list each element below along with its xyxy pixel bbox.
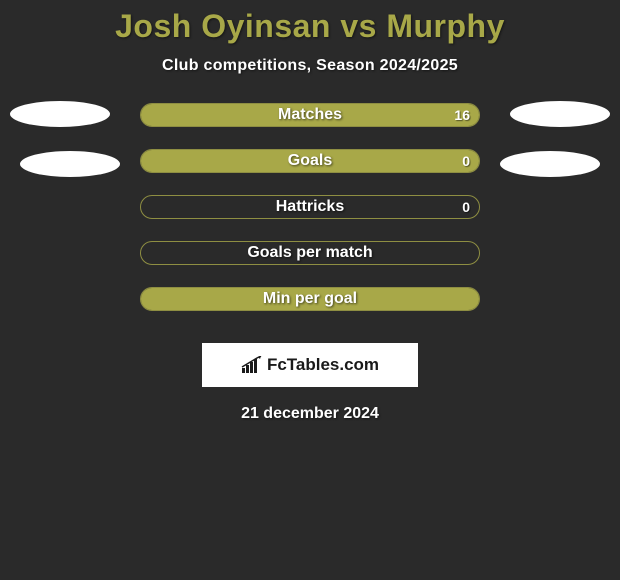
bar-fill-right — [141, 104, 479, 126]
stat-row: 0 Hattricks — [0, 195, 620, 241]
bar-track — [140, 195, 480, 219]
bar-track — [140, 103, 480, 127]
bar-chart-icon — [241, 356, 263, 374]
comparison-infographic: Josh Oyinsan vs Murphy Club competitions… — [0, 0, 620, 580]
value-right: 16 — [454, 103, 480, 127]
value-right: 0 — [462, 149, 480, 173]
value-left — [140, 241, 150, 265]
stat-row: Goals per match — [0, 241, 620, 287]
logo-text: FcTables.com — [267, 355, 379, 375]
stats-area: 16 Matches 0 Goals 0 Hattricks — [0, 103, 620, 333]
value-left — [140, 149, 150, 173]
stat-row: Min per goal — [0, 287, 620, 333]
stat-row: 16 Matches — [0, 103, 620, 149]
value-right: 0 — [462, 195, 480, 219]
bar-track — [140, 241, 480, 265]
value-left — [140, 195, 150, 219]
value-left — [140, 287, 150, 311]
stat-row: 0 Goals — [0, 149, 620, 195]
subtitle: Club competitions, Season 2024/2025 — [0, 57, 620, 75]
page-title: Josh Oyinsan vs Murphy — [0, 8, 620, 45]
value-right — [470, 241, 480, 265]
bar-fill-right — [141, 150, 479, 172]
date-text: 21 december 2024 — [0, 405, 620, 423]
bar-track — [140, 149, 480, 173]
bar-fill-right — [141, 288, 479, 310]
value-right — [470, 287, 480, 311]
bar-track — [140, 287, 480, 311]
fctables-logo: FcTables.com — [202, 343, 418, 387]
value-left — [140, 103, 150, 127]
